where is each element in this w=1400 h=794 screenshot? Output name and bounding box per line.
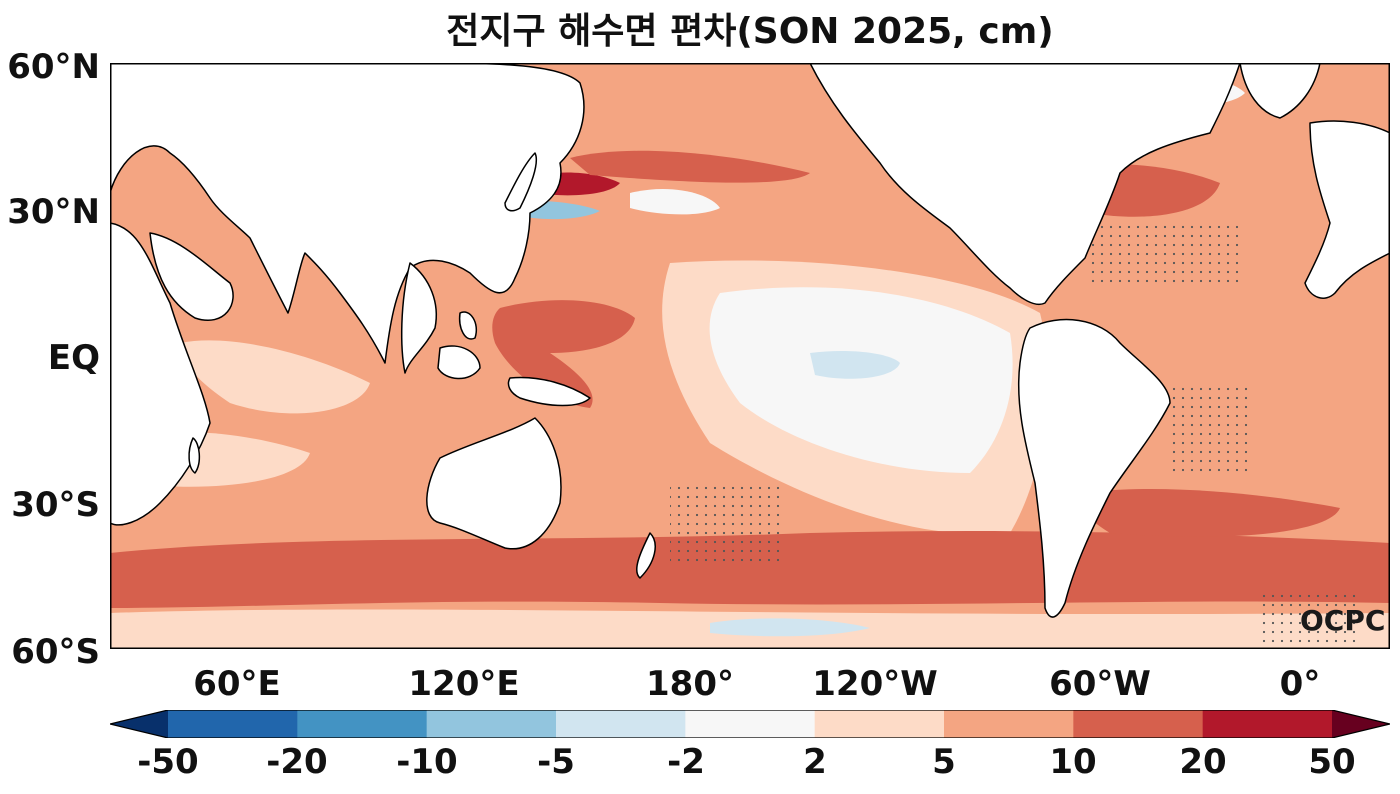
map-title: 전지구 해수면 편차(SON 2025, cm)	[446, 11, 1054, 52]
land-australia	[426, 417, 562, 550]
stipple-south-pacific	[670, 483, 780, 563]
colorbar-segment	[685, 710, 816, 738]
lat-label-30s: 30°S	[11, 485, 100, 525]
land-europe-africa-east	[1304, 120, 1390, 299]
colorbar	[110, 710, 1390, 738]
colorbar-tick-label: 50	[1308, 742, 1356, 782]
colorbar-segment	[944, 710, 1074, 738]
lat-label-60s: 60°S	[11, 632, 100, 672]
lon-label-0: 0°	[1279, 664, 1321, 704]
lat-label-eq: EQ	[47, 338, 100, 378]
land-greenland	[1239, 63, 1321, 119]
land-africa	[110, 222, 211, 526]
land-philippines	[458, 311, 477, 340]
lat-label-60n: 60°N	[7, 47, 100, 87]
land-madagascar	[188, 437, 201, 474]
land-south-america	[1017, 318, 1171, 618]
patch-light-indian	[180, 340, 370, 414]
land-indochina	[401, 262, 437, 374]
colorbar-extend-low	[110, 710, 168, 738]
land-new-zealand	[636, 532, 656, 579]
colorbar-segments	[110, 710, 1390, 738]
patch-neutral-east-pacific	[709, 287, 1013, 473]
lon-label-60e: 60°E	[193, 664, 281, 704]
colorbar-tick-label: 5	[932, 742, 956, 782]
map-frame	[110, 63, 1390, 649]
lat-label-30n: 30°N	[7, 192, 100, 232]
colorbar-tick-label: 2	[803, 742, 827, 782]
colorbar-tick-label: 20	[1179, 742, 1227, 782]
significance-stipple	[670, 223, 1360, 643]
lon-label-120w: 120°W	[812, 664, 938, 704]
colorbar-segment	[426, 710, 557, 738]
patch-blue-east-pacific	[810, 351, 900, 379]
sea-level-anomaly-map	[110, 63, 1390, 649]
colorbar-tick-label: -5	[537, 742, 575, 782]
lon-label-180: 180°	[646, 664, 734, 704]
land-japan	[504, 152, 537, 212]
land-new-guinea	[507, 376, 591, 407]
lon-label-60w: 60°W	[1049, 664, 1151, 704]
land-borneo	[437, 345, 481, 380]
patch-red-south-atlantic	[1078, 488, 1340, 537]
colorbar-tick-label: -20	[266, 742, 328, 782]
colorbar-tick-label: 10	[1049, 742, 1097, 782]
stipple-south-atlantic	[1170, 383, 1250, 473]
stipple-far-south-atlantic	[1260, 593, 1360, 643]
colorbar-tick-label: -50	[137, 742, 199, 782]
colorbar-tick-label: -2	[667, 742, 705, 782]
land-eurasia	[110, 63, 585, 364]
colorbar-segment	[168, 710, 298, 738]
land-north-america	[809, 63, 1241, 305]
patch-blue-southern-ocean	[710, 618, 870, 637]
colorbar-segment	[556, 710, 686, 738]
colorbar-segment	[814, 710, 945, 738]
colorbar-segment	[1073, 710, 1204, 738]
colorbar-segment	[1202, 710, 1333, 738]
colorbar-segment	[297, 710, 428, 738]
land	[110, 63, 1390, 618]
lon-label-120e: 120°E	[408, 664, 520, 704]
stipple-north-atlantic	[1090, 223, 1240, 283]
land-arabia	[149, 232, 234, 321]
colorbar-tick-label: -10	[396, 742, 458, 782]
patch-neutral-north-pacific	[630, 188, 720, 215]
colorbar-extend-high	[1332, 710, 1390, 738]
ocpc-watermark: OCPC	[1300, 604, 1386, 637]
patch-red-north-pacific	[570, 150, 810, 183]
